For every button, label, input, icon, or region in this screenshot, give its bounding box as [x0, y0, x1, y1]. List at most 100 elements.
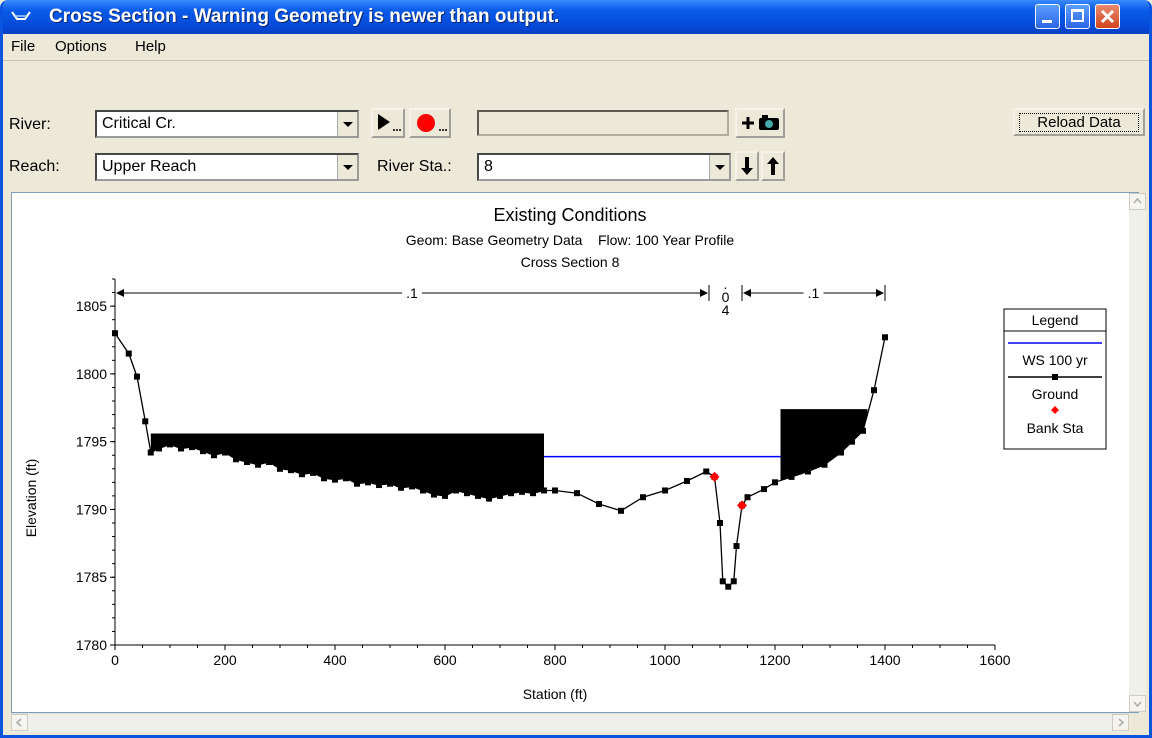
river-station-select[interactable]: 8: [477, 153, 731, 181]
chart-subtitle: Geom: Base Geometry Data Flow: 100 Year …: [406, 232, 735, 248]
scroll-left-button[interactable]: [11, 714, 28, 731]
reload-data-button[interactable]: Reload Data: [1013, 108, 1145, 136]
ground-point: [882, 334, 888, 341]
chart-title: Existing Conditions: [493, 205, 646, 225]
manning-label-char: .: [724, 276, 728, 292]
ground-point: [178, 445, 184, 452]
ground-point: [189, 444, 195, 451]
legend-bank-marker: [1051, 406, 1059, 414]
manning-n-values: .1.04 .1: [114, 276, 886, 318]
add-snapshot-button[interactable]: [735, 108, 785, 138]
cross-section-chart: Existing Conditions Geom: Base Geometry …: [23, 205, 1107, 702]
legend-bank-label: Bank Sta: [1027, 420, 1084, 436]
chevron-right-icon: [1118, 718, 1125, 727]
ground-point: [596, 501, 602, 508]
cross-section-app-icon: [11, 11, 31, 20]
horizontal-scrollbar[interactable]: [11, 713, 1129, 732]
play-icon: [378, 114, 401, 131]
vertical-scrollbar[interactable]: [1129, 193, 1146, 712]
chart-subtitle-2: Cross Section 8: [521, 254, 620, 270]
chevron-down-icon[interactable]: [337, 155, 357, 179]
y-tick-label: 1805: [76, 298, 107, 314]
ground-point: [574, 490, 580, 497]
ground-point: [475, 492, 481, 499]
scroll-down-button[interactable]: [1129, 695, 1146, 712]
arrow-down-icon: [741, 157, 753, 175]
ineffective-areas: [150, 409, 868, 499]
y-tick-label: 1780: [76, 637, 107, 653]
arrow-up-icon: [767, 157, 779, 175]
chevron-up-icon: [1133, 197, 1142, 204]
reach-select[interactable]: Upper Reach: [95, 153, 359, 181]
ground-point: [725, 583, 732, 590]
scroll-right-button[interactable]: [1112, 714, 1129, 731]
legend-ws-label: WS 100 yr: [1022, 352, 1088, 368]
minimize-button[interactable]: [1035, 4, 1060, 29]
ground-point: [838, 449, 844, 456]
ground-point: [730, 578, 737, 585]
menu-file[interactable]: File: [11, 38, 36, 55]
next-station-down-button[interactable]: [735, 151, 759, 181]
ground-point: [788, 473, 795, 480]
x-tick-label: 1600: [979, 652, 1010, 668]
chart-series: [112, 330, 888, 590]
scroll-up-button[interactable]: [1129, 193, 1146, 210]
menu-bar: File Options Help: [3, 34, 1149, 61]
manning-label: .1: [406, 285, 418, 301]
ground-point: [684, 477, 690, 484]
ground-point: [409, 483, 415, 490]
maximize-icon: [1071, 9, 1084, 22]
manning-label-char: 4: [722, 302, 730, 318]
y-axis-label: Elevation (ft): [23, 459, 39, 538]
y-tick-label: 1790: [76, 501, 107, 517]
ground-point: [376, 482, 382, 489]
ground-point: [365, 479, 371, 486]
minimize-icon: [1042, 20, 1052, 23]
ground-point: [211, 452, 217, 459]
ineffective-flow-area: [780, 409, 868, 481]
ground-point: [717, 520, 723, 526]
previous-station-up-button[interactable]: [761, 151, 785, 181]
close-icon: [1100, 9, 1115, 24]
x-tick-label: 800: [543, 652, 567, 668]
x-tick-label: 1000: [649, 652, 680, 668]
title-bar[interactable]: Cross Section - Warning Geometry is newe…: [3, 0, 1149, 34]
record-button[interactable]: [409, 108, 451, 138]
chevron-down-icon: [1133, 701, 1142, 708]
manning-arrow: [116, 289, 124, 297]
river-station-value: 8: [484, 158, 493, 175]
ground-point: [142, 418, 149, 425]
plot-area[interactable]: Existing Conditions Geom: Base Geometry …: [11, 192, 1139, 713]
ground-point: [321, 475, 327, 482]
legend: Legend WS 100 yr Ground Bank Sta: [1003, 308, 1107, 450]
play-button[interactable]: [371, 108, 405, 138]
ground-point: [486, 495, 492, 502]
x-tick-label: 400: [323, 652, 347, 668]
bank-station-marker: [709, 471, 720, 482]
legend-ground-marker: [1052, 374, 1058, 380]
chevron-left-icon: [15, 718, 22, 727]
ground-point: [662, 487, 668, 494]
maximize-button[interactable]: [1065, 4, 1090, 29]
menu-help[interactable]: Help: [135, 38, 166, 55]
y-tick-label: 1785: [76, 569, 107, 585]
river-select[interactable]: Critical Cr.: [95, 110, 359, 138]
ground-point: [733, 543, 740, 550]
manning-label-bg: [402, 284, 422, 300]
chevron-down-icon[interactable]: [709, 155, 729, 179]
ground-point: [167, 441, 173, 448]
ground-point: [222, 449, 228, 456]
ground-point: [821, 461, 828, 468]
menu-options[interactable]: Options: [55, 38, 107, 55]
camera-plus-icon: [742, 115, 779, 130]
manning-label: .1: [808, 285, 820, 301]
chevron-down-icon[interactable]: [337, 112, 357, 136]
ground-point: [288, 467, 294, 474]
ground-point: [719, 578, 726, 585]
ground-point: [805, 468, 811, 475]
reach-label: Reach:: [9, 158, 60, 175]
ineffective-flow-area: [150, 433, 545, 499]
ground-point: [310, 469, 316, 476]
close-button[interactable]: [1095, 4, 1120, 29]
ground-point: [497, 492, 503, 499]
